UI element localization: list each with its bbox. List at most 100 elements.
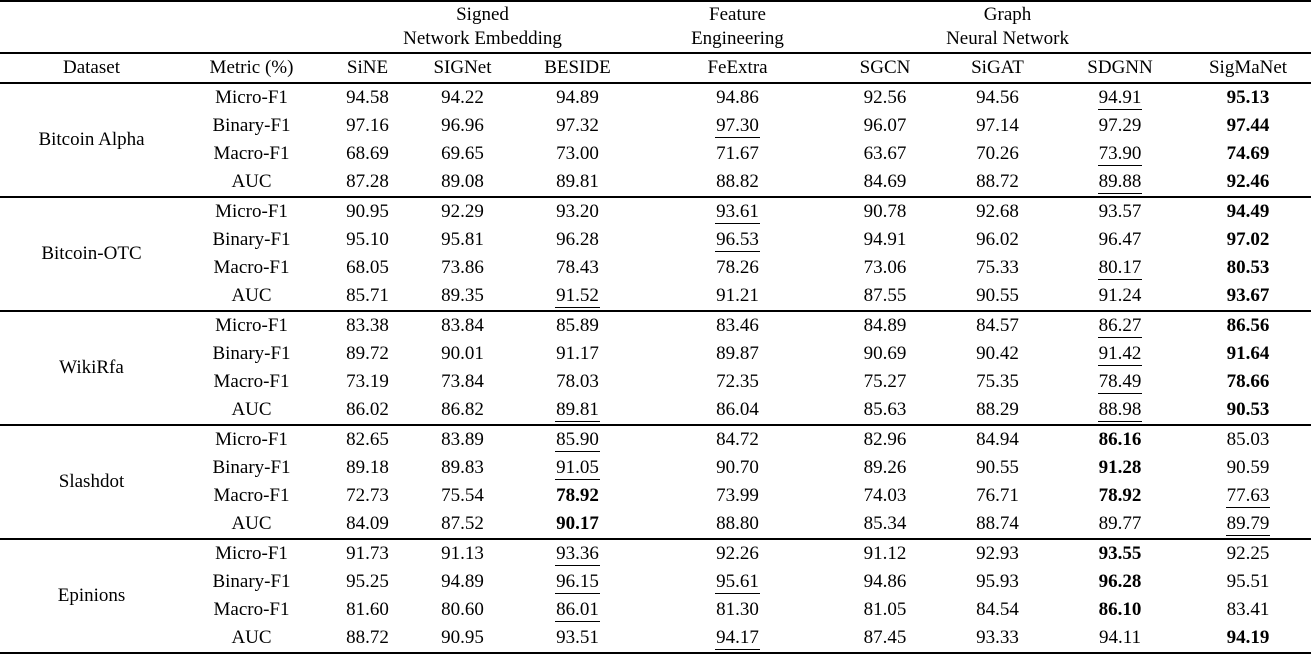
value-text: 81.05 xyxy=(863,599,907,620)
value-text: 88.72 xyxy=(346,627,389,648)
value-cell: 83.46 xyxy=(645,310,831,340)
value-cell: 72.35 xyxy=(645,368,830,396)
value-cell: 97.14 xyxy=(940,112,1055,140)
value-text: 90.17 xyxy=(556,513,599,534)
dataset-label: Epinions xyxy=(0,538,183,653)
value-cell: 92.68 xyxy=(940,196,1056,226)
value-text: 73.99 xyxy=(716,485,759,506)
value-cell: 85.71 xyxy=(320,282,415,311)
value-cell: 96.28 xyxy=(1055,568,1185,596)
value-cell: 87.28 xyxy=(320,168,415,197)
value-cell: 73.06 xyxy=(830,254,940,282)
value-text: 89.35 xyxy=(441,285,484,306)
value-cell: 73.99 xyxy=(645,482,830,510)
value-cell: 90.69 xyxy=(830,340,940,368)
value-text: 80.17 xyxy=(1097,257,1143,281)
value-text: 90.59 xyxy=(1226,457,1270,478)
value-text: 93.55 xyxy=(1098,543,1142,564)
value-text: 92.26 xyxy=(716,543,759,564)
column-header-feextra: FeExtra xyxy=(645,53,831,84)
value-text: 85.90 xyxy=(555,429,600,453)
value-cell: 78.92 xyxy=(1055,482,1185,510)
table-row: Bitcoin Alpha Micro-F1 94.58 94.22 94.89 94.8… xyxy=(0,82,1311,197)
value-text: 78.92 xyxy=(1098,485,1142,506)
table-row: AUC 85.71 89.35 91.52 91.21 87.55 90.55 91.24 93… xyxy=(0,282,1311,311)
value-cell: 91.12 xyxy=(830,538,941,568)
value-cell: 80.60 xyxy=(415,596,510,624)
column-group-header-line: Neural Network xyxy=(946,28,1069,49)
value-cell: 85.63 xyxy=(830,396,940,425)
value-cell: 89.18 xyxy=(320,454,415,482)
value-cell: 94.17 xyxy=(645,624,830,653)
column-header-row: Dataset Metric (%) SiNE SIGNet BESIDE FeExtra… xyxy=(0,53,1311,84)
value-text: 94.86 xyxy=(863,571,907,592)
value-cell: 83.84 xyxy=(415,310,510,340)
value-cell: 93.57 xyxy=(1055,196,1186,226)
value-cell: 90.53 xyxy=(1185,396,1311,425)
value-text: 97.16 xyxy=(346,115,389,136)
table-row: Epinions Micro-F1 91.73 91.13 93.36 92.26 91.1… xyxy=(0,538,1311,653)
value-text: 78.49 xyxy=(1097,371,1143,395)
table-row: AUC 84.09 87.52 90.17 88.80 85.34 88.74 89.77 89… xyxy=(0,510,1311,539)
metric-label: Binary-F1 xyxy=(212,115,291,136)
value-text: 91.73 xyxy=(346,543,389,564)
metric-label: AUC xyxy=(231,285,272,306)
value-cell: 86.04 xyxy=(645,396,830,425)
value-text: 91.21 xyxy=(716,285,759,306)
value-cell: 86.27 xyxy=(1055,310,1186,340)
value-cell: 78.66 xyxy=(1185,368,1311,396)
value-cell: 78.43 xyxy=(510,254,645,282)
value-text: 92.46 xyxy=(1226,171,1270,192)
value-text: 77.63 xyxy=(1225,485,1271,509)
value-cell: 93.33 xyxy=(940,624,1055,653)
value-cell: 93.55 xyxy=(1055,538,1186,568)
value-cell: 69.65 xyxy=(415,140,510,168)
dataset-label: Bitcoin Alpha xyxy=(0,82,183,197)
metric-label: Binary-F1 xyxy=(212,457,291,478)
value-cell: 90.55 xyxy=(940,454,1055,482)
value-cell: 84.69 xyxy=(830,168,940,197)
value-text: 83.89 xyxy=(441,429,484,450)
value-cell: 84.94 xyxy=(940,424,1056,454)
value-text: 85.71 xyxy=(346,285,389,306)
table-row: Bitcoin-OTC Micro-F1 90.95 92.29 93.20 93.61 9… xyxy=(0,196,1311,311)
value-cell: 73.00 xyxy=(510,140,645,168)
value-text: 93.67 xyxy=(1226,285,1270,306)
value-cell: 90.01 xyxy=(415,340,510,368)
value-cell: 97.29 xyxy=(1055,112,1185,140)
value-cell: 88.72 xyxy=(940,168,1055,197)
value-cell: 91.17 xyxy=(510,340,645,368)
value-text: 83.38 xyxy=(346,315,389,336)
value-text: 83.84 xyxy=(441,315,484,336)
value-cell: 95.25 xyxy=(320,568,415,596)
value-text: 73.00 xyxy=(556,143,599,164)
value-text: 86.02 xyxy=(346,399,389,420)
value-text: 89.18 xyxy=(346,457,389,478)
column-header-sdgnn: SDGNN xyxy=(1055,53,1186,84)
value-cell: 97.44 xyxy=(1185,112,1311,140)
value-cell: 78.92 xyxy=(510,482,645,510)
value-cell: 97.16 xyxy=(320,112,415,140)
table-header: Signed Network Embedding Feature Engineerin… xyxy=(0,1,1311,84)
table-row: AUC 86.02 86.82 89.81 86.04 85.63 88.29 88.98 90… xyxy=(0,396,1311,425)
value-cell: 86.16 xyxy=(1055,424,1186,454)
value-cell: 89.87 xyxy=(645,340,830,368)
value-cell: 78.26 xyxy=(645,254,830,282)
value-cell: 93.67 xyxy=(1185,282,1311,311)
value-text: 89.87 xyxy=(716,343,759,364)
value-text: 89.88 xyxy=(1097,171,1143,195)
dataset-label: Slashdot xyxy=(0,424,183,539)
value-text: 94.91 xyxy=(1097,87,1143,111)
table-row: Macro-F1 68.69 69.65 73.00 71.67 63.67 70.26 73… xyxy=(0,140,1311,168)
column-group-header: Signed Network Embedding xyxy=(320,1,646,54)
value-cell: 89.83 xyxy=(415,454,510,482)
value-text: 72.73 xyxy=(346,485,389,506)
value-cell: 80.53 xyxy=(1185,254,1311,282)
value-text: 87.55 xyxy=(863,285,907,306)
value-cell: 71.67 xyxy=(645,140,830,168)
value-text: 95.81 xyxy=(441,229,484,250)
value-text: 76.71 xyxy=(976,485,1019,506)
value-text: 85.03 xyxy=(1226,429,1270,450)
value-text: 78.43 xyxy=(556,257,599,278)
value-text: 85.34 xyxy=(863,513,907,534)
